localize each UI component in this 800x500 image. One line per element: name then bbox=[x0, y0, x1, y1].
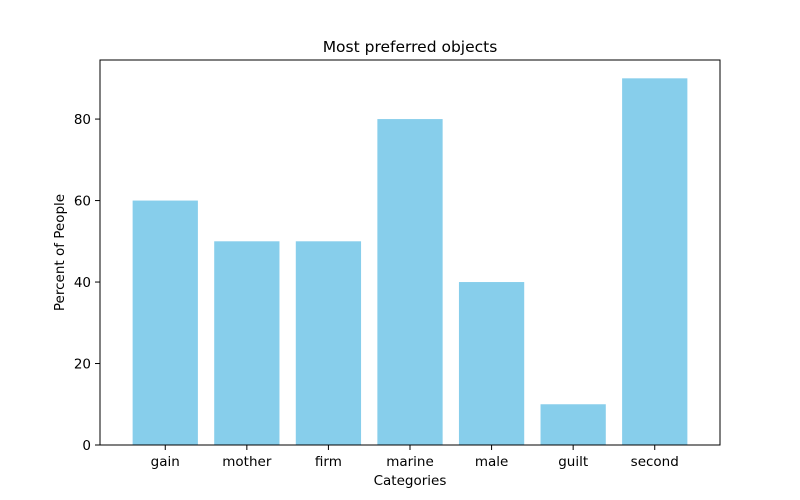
x-tick-label: second bbox=[631, 454, 679, 470]
x-tick-label: marine bbox=[386, 454, 434, 470]
y-tick-label: 80 bbox=[74, 112, 91, 128]
x-tick-label: mother bbox=[222, 454, 272, 470]
y-tick-label: 60 bbox=[74, 194, 91, 210]
chart-title: Most preferred objects bbox=[323, 38, 498, 56]
bar-second bbox=[622, 78, 688, 445]
bar-mother bbox=[214, 241, 280, 445]
y-tick-label: 20 bbox=[74, 357, 91, 373]
bar-firm bbox=[295, 241, 362, 445]
y-tick-label: 0 bbox=[82, 438, 91, 454]
x-axis-label: Categories bbox=[374, 473, 447, 489]
x-tick-label: firm bbox=[315, 454, 342, 470]
x-tick-label: gain bbox=[151, 454, 180, 470]
y-axis-label: Percent of People bbox=[52, 194, 68, 311]
bars-group bbox=[132, 78, 688, 445]
x-axis: gain mother firm marine male guilt second bbox=[151, 445, 679, 470]
bar-guilt bbox=[540, 404, 606, 445]
bar-male bbox=[458, 282, 525, 445]
x-tick-label: guilt bbox=[558, 454, 588, 470]
x-tick-label: male bbox=[475, 454, 508, 470]
bar-marine bbox=[377, 119, 443, 445]
bar-gain bbox=[132, 200, 198, 445]
y-tick-label: 40 bbox=[74, 275, 91, 291]
y-axis: 0 20 40 60 80 bbox=[74, 112, 100, 454]
